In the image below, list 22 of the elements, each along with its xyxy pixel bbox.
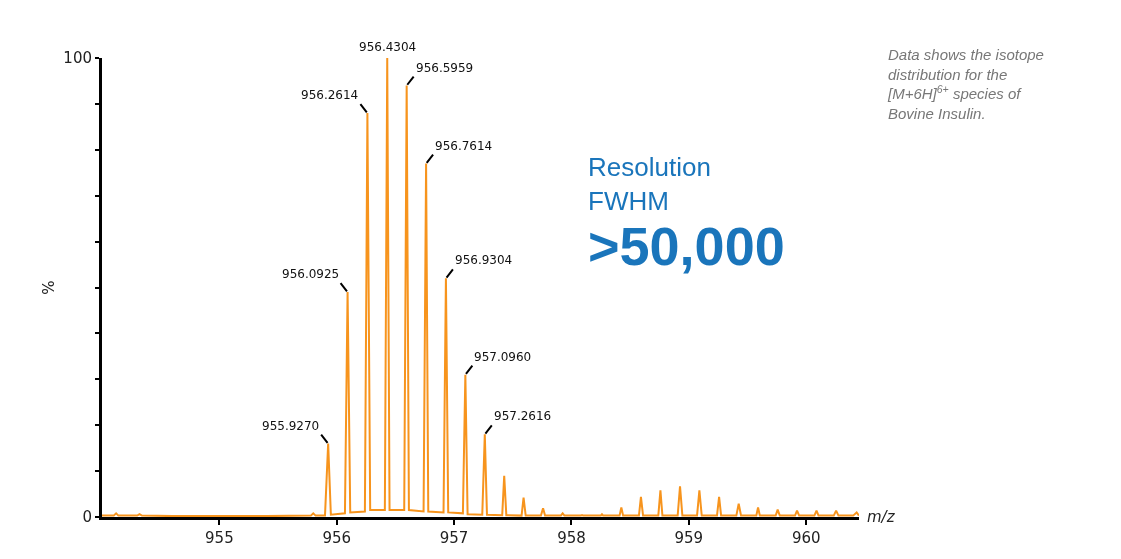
annotation: 956.9304 bbox=[455, 253, 513, 267]
annotation: 956.7614 bbox=[435, 139, 493, 153]
x-axis-title: m/z bbox=[867, 508, 896, 526]
x-tick-label: 959 bbox=[674, 529, 704, 547]
x-tick-label: 960 bbox=[791, 529, 821, 547]
x-tick-label: 956 bbox=[322, 529, 352, 547]
annotation: 955.9270 bbox=[262, 419, 320, 433]
annotation: 957.2616 bbox=[494, 409, 552, 423]
x-tick-label: 958 bbox=[557, 529, 586, 547]
x-tick-label: 955 bbox=[205, 529, 234, 547]
y-tick-label: 100 bbox=[63, 49, 92, 68]
annotation: 956.5959 bbox=[416, 61, 474, 75]
y-axis-title: % bbox=[39, 280, 58, 295]
annotation: Resolution FWHM bbox=[588, 152, 711, 216]
x-tick-label: 957 bbox=[439, 529, 469, 547]
y-tick-label: 0 bbox=[82, 508, 92, 527]
annotation: >50,000 bbox=[588, 216, 785, 276]
text: Data shows the isotope distribution for the [M+6H]$^{6+}$ species of Bovine Insulin. bbox=[887, 46, 1044, 122]
annotation: 956.4304 bbox=[359, 40, 417, 54]
annotation: 957.0960 bbox=[474, 350, 532, 364]
annotation: 956.2614 bbox=[301, 88, 359, 102]
annotation: 956.0925 bbox=[282, 267, 340, 281]
